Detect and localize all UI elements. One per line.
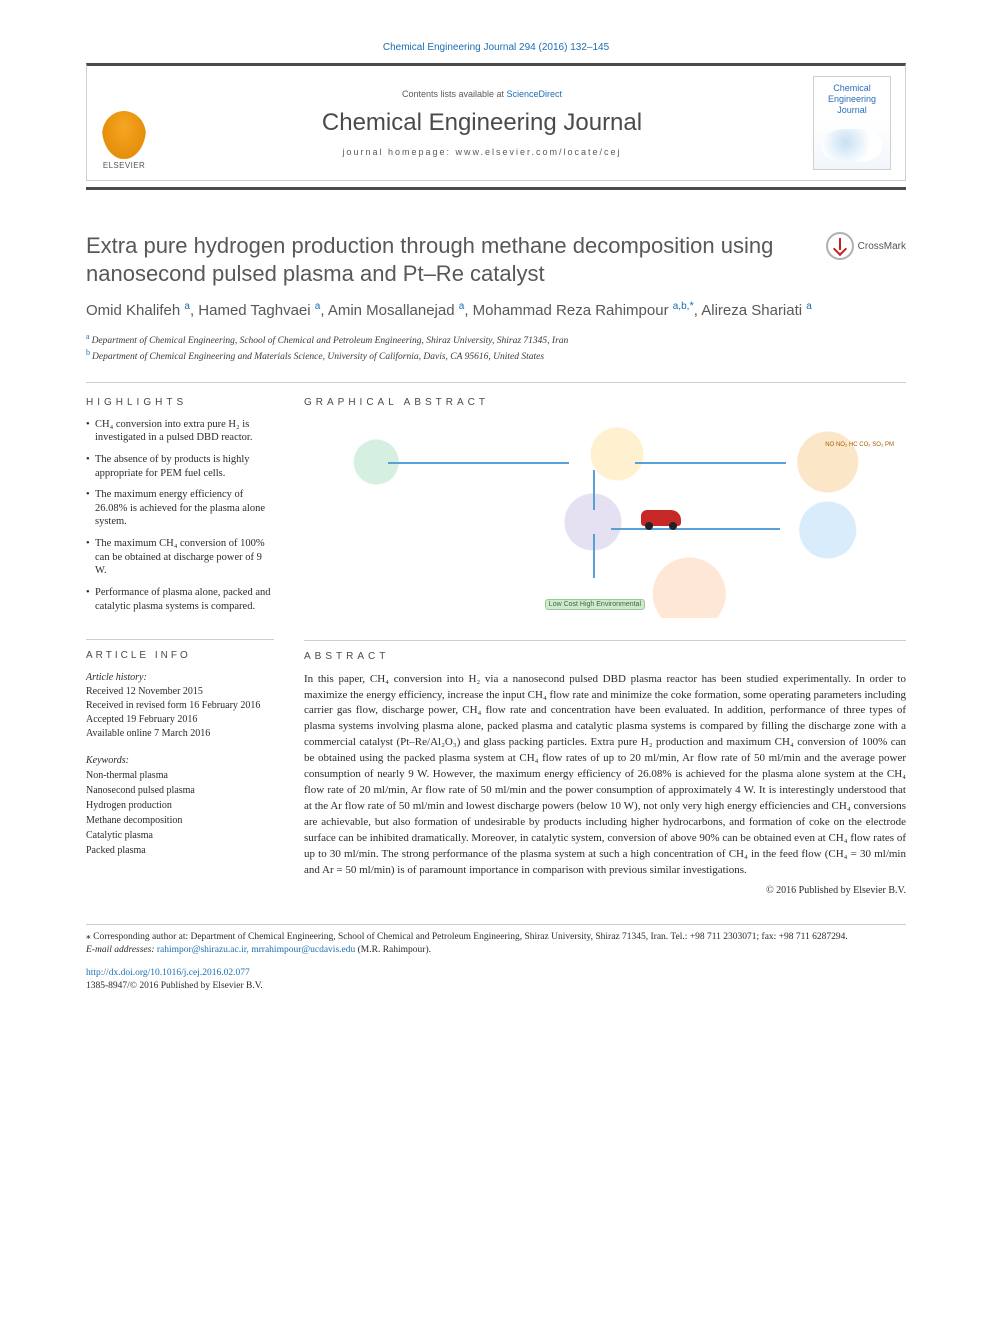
- corresponding-author-note: ⁎ Corresponding author at: Department of…: [86, 931, 906, 944]
- journal-reference: Chemical Engineering Journal 294 (2016) …: [86, 42, 906, 53]
- history-received: Received 12 November 2015: [86, 685, 274, 699]
- elsevier-tree-icon: [102, 111, 146, 159]
- contents-line: Contents lists available at ScienceDirec…: [402, 89, 562, 99]
- contents-pre: Contents lists available at: [402, 89, 507, 99]
- keywords-label: Keywords:: [86, 753, 274, 768]
- abstract-text: In this paper, CH₄ conversion into H₂ vi…: [304, 672, 906, 879]
- article-info-heading: ARTICLE INFO: [86, 639, 274, 661]
- journal-name: Chemical Engineering Journal: [322, 109, 642, 137]
- ga-arrow-icon: [635, 462, 786, 464]
- keyword-item: Hydrogen production: [86, 798, 274, 813]
- homepage-url[interactable]: www.elsevier.com/locate/cej: [456, 147, 622, 157]
- affiliation-line: aDepartment of Chemical Engineering, Sch…: [86, 332, 906, 348]
- history-revised: Received in revised form 16 February 201…: [86, 699, 274, 713]
- homepage-pre: journal homepage:: [342, 147, 455, 157]
- author-affil-sup: a: [315, 301, 321, 312]
- journal-cover: Chemical Engineering Journal: [813, 76, 891, 170]
- highlight-item: CH₄ conversion into extra pure H₂ is inv…: [86, 418, 274, 445]
- keywords-block: Keywords: Non-thermal plasmaNanosecond p…: [86, 753, 274, 858]
- footnotes: ⁎ Corresponding author at: Department of…: [86, 924, 906, 993]
- keyword-item: Nanosecond pulsed plasma: [86, 783, 274, 798]
- highlights-heading: HIGHLIGHTS: [86, 397, 274, 408]
- highlight-item: The maximum energy efficiency of 26.08% …: [86, 488, 274, 529]
- highlights-list: CH₄ conversion into extra pure H₂ is inv…: [86, 418, 274, 614]
- article-history: Article history: Received 12 November 20…: [86, 671, 274, 741]
- author-affil-sup: a: [459, 301, 465, 312]
- journal-header-box: ELSEVIER Contents lists available at Sci…: [86, 63, 906, 181]
- journal-cover-art-icon: [814, 121, 890, 169]
- ga-orange-tag: NO NO₂ HC CO₂ SO₂ PM: [825, 442, 894, 449]
- authors-line: Omid Khalifeh a, Hamed Taghvaei a, Amin …: [86, 299, 906, 321]
- ga-arrow-icon: [388, 462, 569, 464]
- highlight-item: The absence of by products is highly app…: [86, 453, 274, 480]
- elsevier-wordmark: ELSEVIER: [103, 161, 145, 170]
- ga-arrow-icon: [611, 528, 780, 530]
- email-line: E-mail addresses: rahimpor@shirazu.ac.ir…: [86, 944, 906, 957]
- affiliation-line: bDepartment of Chemical Engineering and …: [86, 348, 906, 364]
- divider: [86, 382, 906, 383]
- sciencedirect-link[interactable]: ScienceDirect: [507, 89, 563, 99]
- keyword-item: Methane decomposition: [86, 813, 274, 828]
- author-affil-sup: a: [806, 301, 812, 312]
- history-label: Article history:: [86, 671, 274, 685]
- corresponding-star-icon: *: [689, 300, 693, 312]
- author-name: Mohammad Reza Rahimpour: [473, 302, 669, 319]
- ga-green-tag: Low Cost High Environmental: [545, 599, 645, 610]
- history-accepted: Accepted 19 February 2016: [86, 713, 274, 727]
- keyword-item: Packed plasma: [86, 843, 274, 858]
- email-person: (M.R. Rahimpour).: [355, 945, 431, 955]
- author-email-link[interactable]: rahimpor@shirazu.ac.ir, mrrahimpour@ucda…: [157, 945, 355, 955]
- author-name: Amin Mosallanejad: [328, 302, 455, 319]
- highlight-item: Performance of plasma alone, packed and …: [86, 586, 274, 613]
- elsevier-logo: ELSEVIER: [97, 76, 151, 170]
- article-title: Extra pure hydrogen production through m…: [86, 232, 776, 287]
- header-center: Contents lists available at ScienceDirec…: [165, 76, 799, 170]
- author-affil-sup: a: [184, 301, 190, 312]
- journal-cover-title: Chemical Engineering Journal: [814, 83, 890, 115]
- abstract-heading: ABSTRACT: [304, 640, 906, 662]
- affiliations: aDepartment of Chemical Engineering, Sch…: [86, 332, 906, 364]
- crossmark-label: CrossMark: [858, 241, 906, 252]
- highlight-item: The maximum CH₄ conversion of 100% can b…: [86, 537, 274, 578]
- author-name: Alireza Shariati: [701, 302, 802, 319]
- email-label: E-mail addresses:: [86, 945, 157, 955]
- copyright-line: © 2016 Published by Elsevier B.V.: [304, 885, 906, 896]
- author-affil-sup: a,b,: [673, 301, 690, 312]
- keyword-item: Non-thermal plasma: [86, 768, 274, 783]
- doi-link[interactable]: http://dx.doi.org/10.1016/j.cej.2016.02.…: [86, 968, 250, 978]
- crossmark-badge[interactable]: CrossMark: [826, 232, 906, 260]
- ga-arrow-icon: [593, 534, 595, 578]
- history-online: Available online 7 March 2016: [86, 727, 274, 741]
- graphical-abstract-figure: Low Cost High Environmental NO NO₂ HC CO…: [304, 418, 906, 618]
- ga-car-icon: [641, 510, 681, 526]
- doi-block: http://dx.doi.org/10.1016/j.cej.2016.02.…: [86, 967, 906, 993]
- header-rule: [86, 187, 906, 190]
- author-name: Hamed Taghvaei: [198, 302, 310, 319]
- crossmark-icon: [826, 232, 854, 260]
- author-name: Omid Khalifeh: [86, 302, 180, 319]
- graphical-abstract-heading: GRAPHICAL ABSTRACT: [304, 397, 906, 408]
- ga-arrow-icon: [593, 470, 595, 510]
- journal-homepage: journal homepage: www.elsevier.com/locat…: [342, 147, 621, 157]
- issn-line: 1385-8947/© 2016 Published by Elsevier B…: [86, 980, 906, 993]
- keyword-item: Catalytic plasma: [86, 828, 274, 843]
